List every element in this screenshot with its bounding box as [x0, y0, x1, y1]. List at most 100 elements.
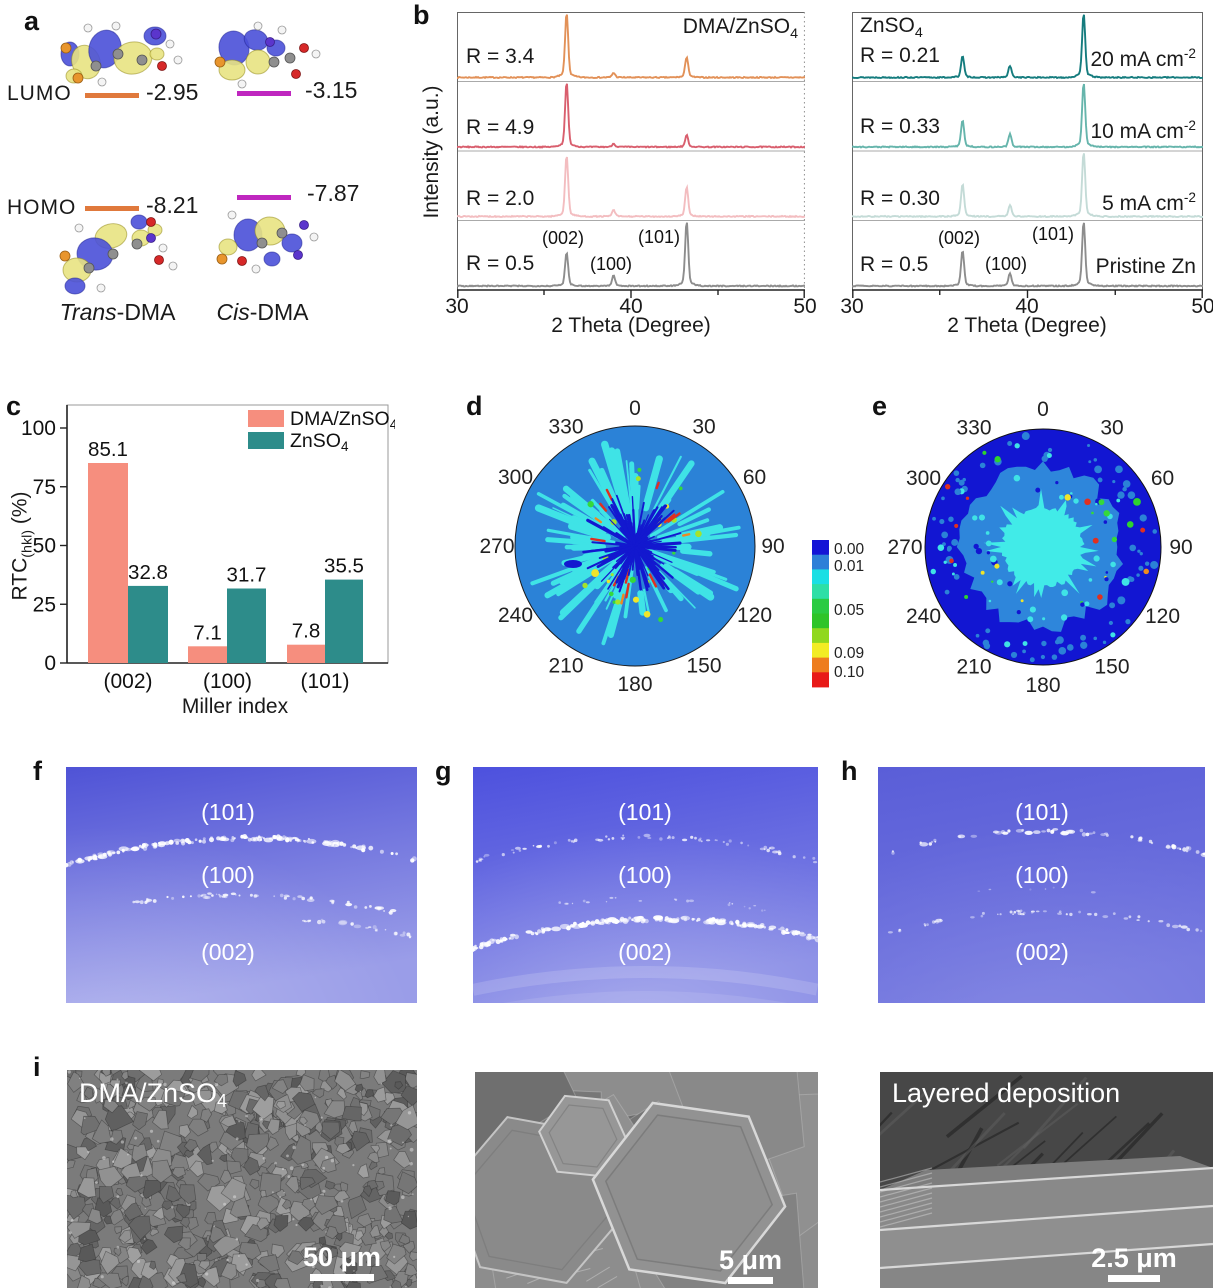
scale-bar-label: 5 μm: [719, 1245, 782, 1275]
colorbar-segment: [812, 672, 829, 688]
r-label: R = 3.4: [466, 45, 535, 68]
panel-letter-i: i: [33, 1052, 41, 1082]
x-tick-30: 30: [840, 295, 864, 318]
pole-angle-label: 240: [498, 604, 533, 627]
legend-label: DMA/ZnSO4: [290, 408, 395, 432]
xrd-left-xlabel: 2 Theta (Degree): [551, 314, 711, 337]
colorbar-segment: [812, 642, 829, 658]
pole-figure-colorbar: 0.000.01 0.05 0.09 0.10: [812, 540, 865, 688]
peak-label-101: (101): [1031, 224, 1075, 244]
r-label: R = 4.9: [466, 116, 535, 139]
colorbar-segment: [812, 598, 829, 614]
ring-label: (101): [201, 799, 255, 825]
colorbar-tick-label: 0.01: [834, 558, 864, 575]
trans-homo-level-line: [85, 206, 139, 211]
bar-category-label: (101): [300, 670, 349, 693]
peak-label-100: (100): [589, 254, 633, 274]
panel-letter-h: h: [841, 756, 858, 786]
pole-angle-label: 180: [1025, 674, 1060, 697]
pole-angle-label: 30: [1100, 417, 1123, 440]
ring-label: (101): [1015, 799, 1069, 825]
r-label: R = 0.5: [466, 252, 535, 275]
cis-dma-name: Cis-DMA: [210, 299, 315, 326]
bar: [287, 644, 325, 663]
bar-value-label: 7.8: [292, 620, 321, 643]
pole-angle-label: 210: [548, 655, 583, 678]
bar-xlabel: Miller index: [181, 695, 289, 718]
panel-letter-g: g: [435, 756, 452, 786]
colorbar-tick-label: 0.09: [834, 645, 864, 662]
diffraction-image-g: (101) (100) (002): [473, 767, 818, 1003]
xrd-right-xlabel: 2 Theta (Degree): [947, 314, 1107, 337]
pole-angle-label: 120: [737, 604, 772, 627]
bar-value-label: 32.8: [128, 561, 168, 584]
panel-letter-d: d: [466, 391, 483, 421]
pole-angle-label: 0: [1037, 398, 1049, 421]
x-tick-30: 30: [445, 295, 469, 318]
cis-rest: -DMA: [249, 299, 309, 325]
trans-dma-name: Trans-DMA: [55, 299, 180, 326]
diffraction-image-h: (101) (100) (002): [878, 767, 1205, 1003]
pole-angle-label: 60: [1151, 467, 1174, 490]
colorbar-segment: [812, 628, 829, 644]
bar: [227, 588, 266, 663]
r-label: R = 0.33: [860, 115, 940, 138]
peak-label-002: (002): [541, 228, 585, 248]
bar: [325, 579, 363, 663]
colorbar-segment: [812, 554, 829, 570]
scale-bar-label: 50 μm: [303, 1242, 381, 1272]
x-tick-50: 50: [793, 295, 817, 318]
xrd-left-ylabel: Intensity (a.u.): [420, 85, 443, 219]
pole-angle-label: 60: [743, 466, 766, 489]
cis-dma-lumo-orbital-image: [214, 21, 321, 89]
trans-italic: Trans: [59, 299, 117, 325]
current-density-label: 20 mA cm-2: [1090, 46, 1196, 71]
sem-image-layered-deposition: Layered deposition 2.5 μm: [880, 1072, 1213, 1288]
sem-image-dma-znso4: DMA/ZnSO4 50 μm: [67, 1070, 417, 1288]
peak-label-101: (101): [637, 227, 681, 247]
xrd-trace: [457, 83, 805, 149]
sem-tag: DMA/ZnSO4: [79, 1078, 227, 1111]
pole-angle-label: 90: [761, 535, 784, 558]
colorbar-tick-label: 0.00: [834, 541, 865, 558]
bar-y-tick: 25: [33, 593, 56, 616]
bar: [188, 646, 227, 663]
bar-y-tick: 0: [44, 652, 56, 675]
legend-swatch: [248, 432, 284, 449]
ring-label: (100): [201, 862, 255, 888]
molecule-art: [59, 214, 178, 295]
pole-angle-label: 120: [1145, 605, 1180, 628]
cis-italic: Cis: [216, 299, 250, 325]
cis-homo-energy: -7.87: [307, 180, 360, 206]
molecule-art: [216, 210, 319, 274]
diffraction-image-f: (101) (100) (002): [66, 767, 417, 1003]
colorbar-segment: [812, 657, 829, 673]
colorbar-segment: [812, 540, 829, 556]
r-label: R = 2.0: [466, 187, 535, 210]
scale-bar: [728, 1277, 773, 1284]
bar-value-label: 85.1: [88, 438, 128, 461]
panel-letter-c: c: [6, 391, 22, 421]
trans-dma-lumo-orbital-image: [60, 21, 183, 87]
pole-angle-label: 300: [906, 467, 941, 490]
legend-label: ZnSO4: [290, 430, 349, 454]
current-density-label: 5 mA cm-2: [1102, 190, 1196, 215]
pole-angle-label: 330: [548, 416, 583, 439]
colorbar-segment: [812, 613, 829, 629]
colorbar-tick-label: 0.05: [834, 602, 864, 619]
cis-lumo-energy: -3.15: [305, 77, 358, 103]
pole-angle-label: 300: [498, 466, 533, 489]
xrd-trace: [457, 156, 805, 219]
colorbar-segment: [812, 569, 829, 585]
x-tick-50: 50: [1191, 295, 1213, 318]
panel-letter-e: e: [872, 391, 888, 421]
scale-bar: [310, 1274, 374, 1281]
pristine-zn-label: Pristine Zn: [1095, 255, 1196, 278]
molecule-art: [60, 21, 183, 87]
cis-homo-level-line: [237, 195, 291, 200]
cis-lumo-level-line: [237, 91, 291, 96]
panel-letter-b: b: [413, 0, 430, 30]
xrd-trace: [457, 14, 805, 80]
pole-angle-label: 180: [617, 673, 652, 696]
